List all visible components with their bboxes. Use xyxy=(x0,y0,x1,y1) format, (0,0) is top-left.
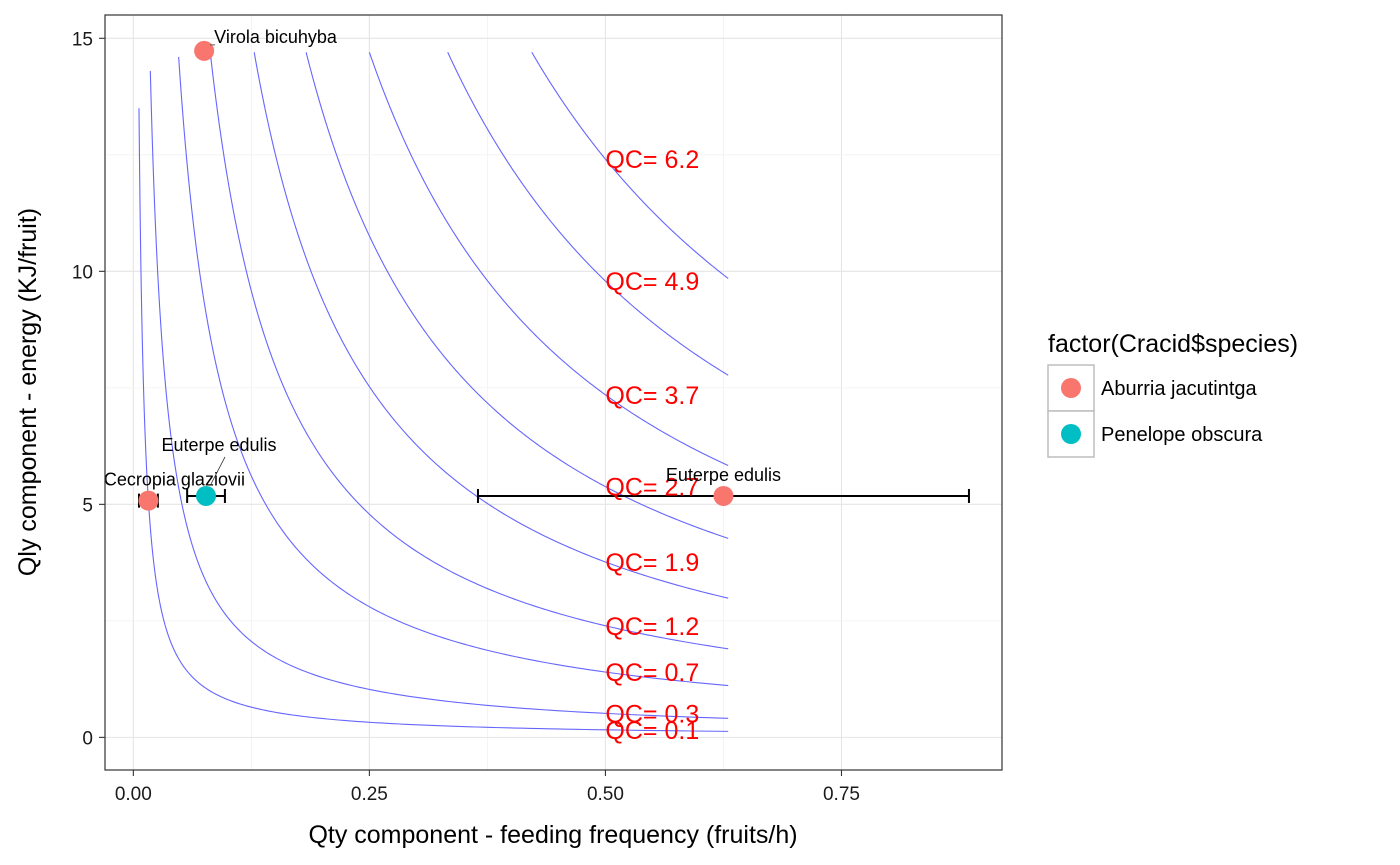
contour-line xyxy=(210,56,729,650)
y-tick-label: 5 xyxy=(82,495,93,516)
contour-line xyxy=(178,56,729,687)
point-label: Euterpe edulis xyxy=(666,465,781,485)
x-tick-label: 0.25 xyxy=(351,784,388,805)
point-label: Euterpe edulis xyxy=(161,435,276,455)
y-tick-label: 15 xyxy=(72,29,93,50)
data-point xyxy=(138,490,159,511)
data-point xyxy=(713,485,734,506)
y-axis-title: Qly component - energy (KJ/fruit) xyxy=(14,208,42,576)
x-tick-label: 0.75 xyxy=(823,784,860,805)
qc-label: QC= 1.9 xyxy=(605,549,699,577)
contour-line xyxy=(531,52,729,279)
data-points xyxy=(138,40,734,511)
data-point xyxy=(194,40,215,61)
legend-key-point xyxy=(1061,378,1081,398)
point-label: Cecropia glaziovii xyxy=(104,470,245,490)
contour-line xyxy=(305,52,729,539)
axes: 0.00 0.25 0.50 0.75 0 5 10 15 xyxy=(72,29,860,805)
data-point xyxy=(196,485,217,506)
qc-label: QC= 1.2 xyxy=(605,613,699,641)
contour-line xyxy=(149,70,729,719)
qc-label: QC= 0.1 xyxy=(605,717,699,745)
point-labels: Virola bicuhyba Cecropia glaziovii Euterpe… xyxy=(104,27,781,490)
contour-line xyxy=(253,52,729,599)
qc-labels: QC= 0.1QC= 0.3 QC= 0.7 QC= 1.2 QC= 1.9 QC= 2… xyxy=(605,146,699,745)
legend-title: factor(Cracid$species) xyxy=(1048,330,1298,358)
qc-label: QC= 0.3 xyxy=(605,700,699,728)
grid xyxy=(105,15,1002,770)
qc-label: QC= 4.9 xyxy=(605,268,699,296)
label-leader xyxy=(210,456,226,485)
legend: factor(Cracid$species) Aburria jacutintg… xyxy=(1047,330,1298,458)
contour-lines xyxy=(138,52,729,732)
qc-label: QC= 3.7 xyxy=(605,382,699,410)
x-axis-title: Qty component - feeding frequency (fruit… xyxy=(308,821,797,849)
legend-entry-label: Aburria jacutintga xyxy=(1101,378,1258,400)
contour-line xyxy=(447,52,729,376)
y-tick-label: 10 xyxy=(72,262,93,283)
qc-label: QC= 0.7 xyxy=(605,659,699,687)
contour-line xyxy=(368,52,729,467)
legend-entry-label: Penelope obscura xyxy=(1101,424,1263,446)
x-tick-label: 0.00 xyxy=(115,784,152,805)
legend-key-point xyxy=(1061,424,1081,444)
point-label: Virola bicuhyba xyxy=(214,27,338,47)
x-tick-label: 0.50 xyxy=(587,784,624,805)
contour-line xyxy=(138,108,729,732)
plot-panel-border xyxy=(104,14,1003,771)
qc-label: QC= 6.2 xyxy=(605,146,699,174)
qc-label: QC= 2.7 xyxy=(605,474,699,502)
y-tick-label: 0 xyxy=(82,728,93,749)
